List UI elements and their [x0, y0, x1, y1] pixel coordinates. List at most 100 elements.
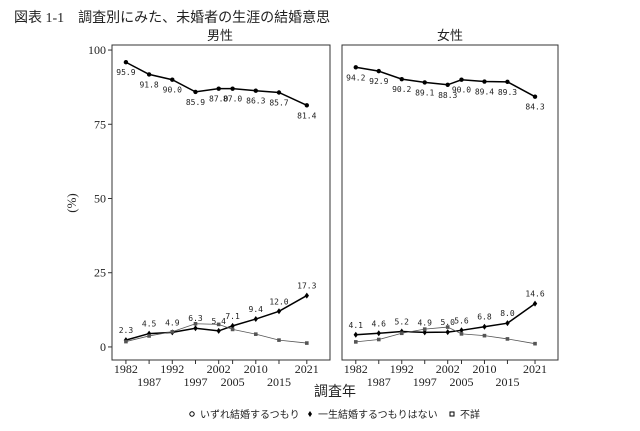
data-label: 87.0 — [209, 95, 228, 104]
x-tick-label: 1987 — [137, 375, 161, 389]
point — [399, 331, 404, 336]
data-label: 6.8 — [477, 313, 492, 322]
point — [216, 322, 221, 327]
point — [253, 88, 258, 93]
y-tick-label: 100 — [88, 43, 106, 57]
data-label: 8.0 — [500, 309, 515, 318]
point — [422, 327, 427, 331]
data-label: 85.7 — [269, 99, 288, 108]
data-label: 86.3 — [246, 97, 265, 106]
panel-frame — [111, 44, 331, 361]
x-tick-label: 2010 — [244, 362, 268, 376]
chart-title: 図表 1-1 調査別にみた、未婚者の生涯の結婚意思 — [14, 9, 330, 26]
point — [170, 329, 175, 334]
data-label: 89.3 — [498, 88, 517, 97]
point — [146, 72, 152, 77]
data-label: 91.8 — [139, 80, 158, 89]
x-tick-label: 1997 — [413, 375, 437, 389]
legend-label: 一生結婚するつもりはない — [318, 408, 438, 421]
point — [459, 327, 464, 334]
point — [146, 330, 152, 337]
point — [445, 329, 450, 336]
point — [193, 321, 198, 326]
point — [445, 325, 450, 329]
point — [304, 103, 310, 108]
y-tick-label: 75 — [94, 117, 106, 131]
point — [505, 337, 510, 341]
x-tick-label: 2005 — [221, 375, 245, 389]
y-tick-label: 0 — [100, 340, 106, 354]
point — [376, 68, 381, 74]
point — [230, 327, 235, 332]
data-label: 92.9 — [369, 77, 388, 86]
point — [532, 94, 538, 99]
point — [505, 79, 510, 85]
point — [376, 330, 381, 337]
legend-marker — [449, 411, 455, 417]
x-tick-label: 2002 — [207, 362, 231, 376]
panel-frame — [341, 44, 559, 361]
point — [305, 341, 309, 345]
point — [304, 292, 310, 299]
x-tick-label: 1987 — [367, 375, 391, 389]
data-label: 4.9 — [165, 318, 180, 327]
point — [505, 320, 510, 327]
point — [147, 334, 151, 338]
data-label: 95.9 — [116, 68, 135, 77]
legend-label: 不詳 — [460, 408, 480, 421]
x-tick-label: 2021 — [523, 362, 547, 376]
data-label: 5.0 — [440, 318, 455, 327]
x-tick-label: 2021 — [295, 362, 319, 376]
point — [277, 338, 281, 342]
point — [230, 322, 235, 329]
point — [459, 77, 464, 82]
x-tick-label: 2002 — [436, 362, 460, 376]
panel-title: 女性 — [437, 28, 463, 43]
data-label: 90.0 — [163, 86, 182, 95]
point — [170, 77, 175, 82]
point — [482, 323, 487, 330]
point — [253, 316, 258, 323]
point — [230, 86, 235, 91]
point — [399, 76, 404, 82]
point — [445, 82, 450, 87]
x-tick-label: 1992 — [390, 362, 414, 376]
x-tick-label: 1997 — [183, 375, 207, 389]
x-tick-label: 2015 — [495, 375, 519, 389]
x-axis-title: 調査年 — [314, 384, 356, 400]
point — [193, 89, 198, 95]
point — [216, 327, 221, 334]
data-label: 84.3 — [525, 103, 544, 112]
point — [353, 331, 358, 338]
point — [482, 333, 487, 338]
data-label: 14.6 — [525, 290, 544, 299]
data-label: 17.3 — [297, 282, 316, 291]
data-label: 4.6 — [372, 319, 387, 328]
point — [216, 86, 221, 91]
legend-label: いずれ結婚するつもり — [200, 408, 300, 421]
data-label: 12.0 — [269, 297, 288, 306]
data-label: 4.1 — [349, 321, 364, 330]
x-tick-label: 1982 — [344, 362, 368, 376]
y-tick-label: 50 — [94, 191, 106, 205]
point — [276, 308, 282, 315]
point — [422, 80, 427, 85]
data-label: 4.5 — [142, 320, 157, 329]
point — [376, 337, 381, 342]
data-label: 90.2 — [392, 85, 411, 94]
point — [482, 79, 487, 84]
point — [276, 90, 282, 95]
data-label: 9.4 — [249, 305, 264, 314]
y-tick-label: 25 — [94, 266, 106, 280]
data-label: 5.6 — [454, 316, 469, 325]
data-label: 4.9 — [417, 318, 432, 327]
data-label: 94.2 — [346, 73, 365, 82]
legend-marker — [189, 411, 195, 417]
point — [124, 339, 128, 344]
data-label: 87.0 — [223, 95, 242, 104]
series-line — [355, 326, 536, 345]
data-label: 6.3 — [188, 314, 203, 323]
x-tick-label: 2010 — [472, 362, 496, 376]
legend-marker — [308, 411, 312, 417]
